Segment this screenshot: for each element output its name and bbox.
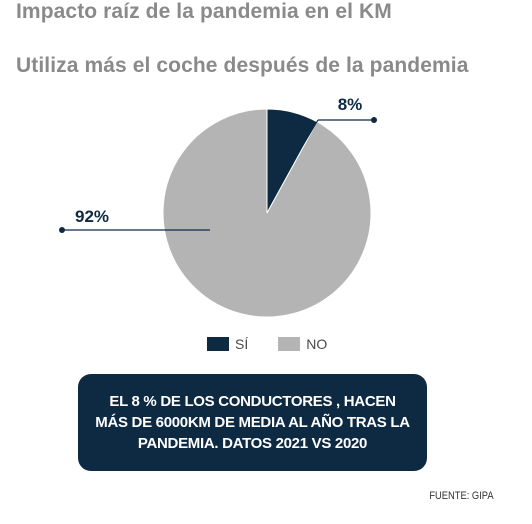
leader-dot-no bbox=[59, 227, 65, 233]
data-label-no: 92% bbox=[75, 207, 109, 226]
chart-subtitle: Utiliza más el coche después de la pande… bbox=[16, 54, 469, 77]
leader-line-si-inner bbox=[299, 119, 319, 151]
source-note: FUENTE: GIPA bbox=[429, 490, 494, 502]
pie-slice-no bbox=[162, 108, 372, 318]
chart-title: Impacto raíz de la pandemia en el KM bbox=[16, 0, 392, 23]
pie-chart: 8% 92% bbox=[59, 95, 377, 318]
legend-label-si: SÍ bbox=[235, 336, 249, 352]
data-label-si: 8% bbox=[338, 95, 363, 114]
legend-swatch-no bbox=[278, 337, 301, 351]
callout-text: EL 8 % DE LOS CONDUCTORES , HACEN MÁS DE… bbox=[95, 393, 410, 452]
leader-dot-si bbox=[371, 117, 377, 123]
legend: SÍ NO bbox=[207, 336, 357, 352]
legend-swatch-si bbox=[207, 337, 229, 351]
callout-box: EL 8 % DE LOS CONDUCTORES , HACEN MÁS DE… bbox=[78, 374, 427, 471]
legend-item-no: NO bbox=[278, 336, 327, 352]
legend-label-no: NO bbox=[306, 336, 328, 352]
legend-item-si: SÍ bbox=[207, 336, 248, 352]
